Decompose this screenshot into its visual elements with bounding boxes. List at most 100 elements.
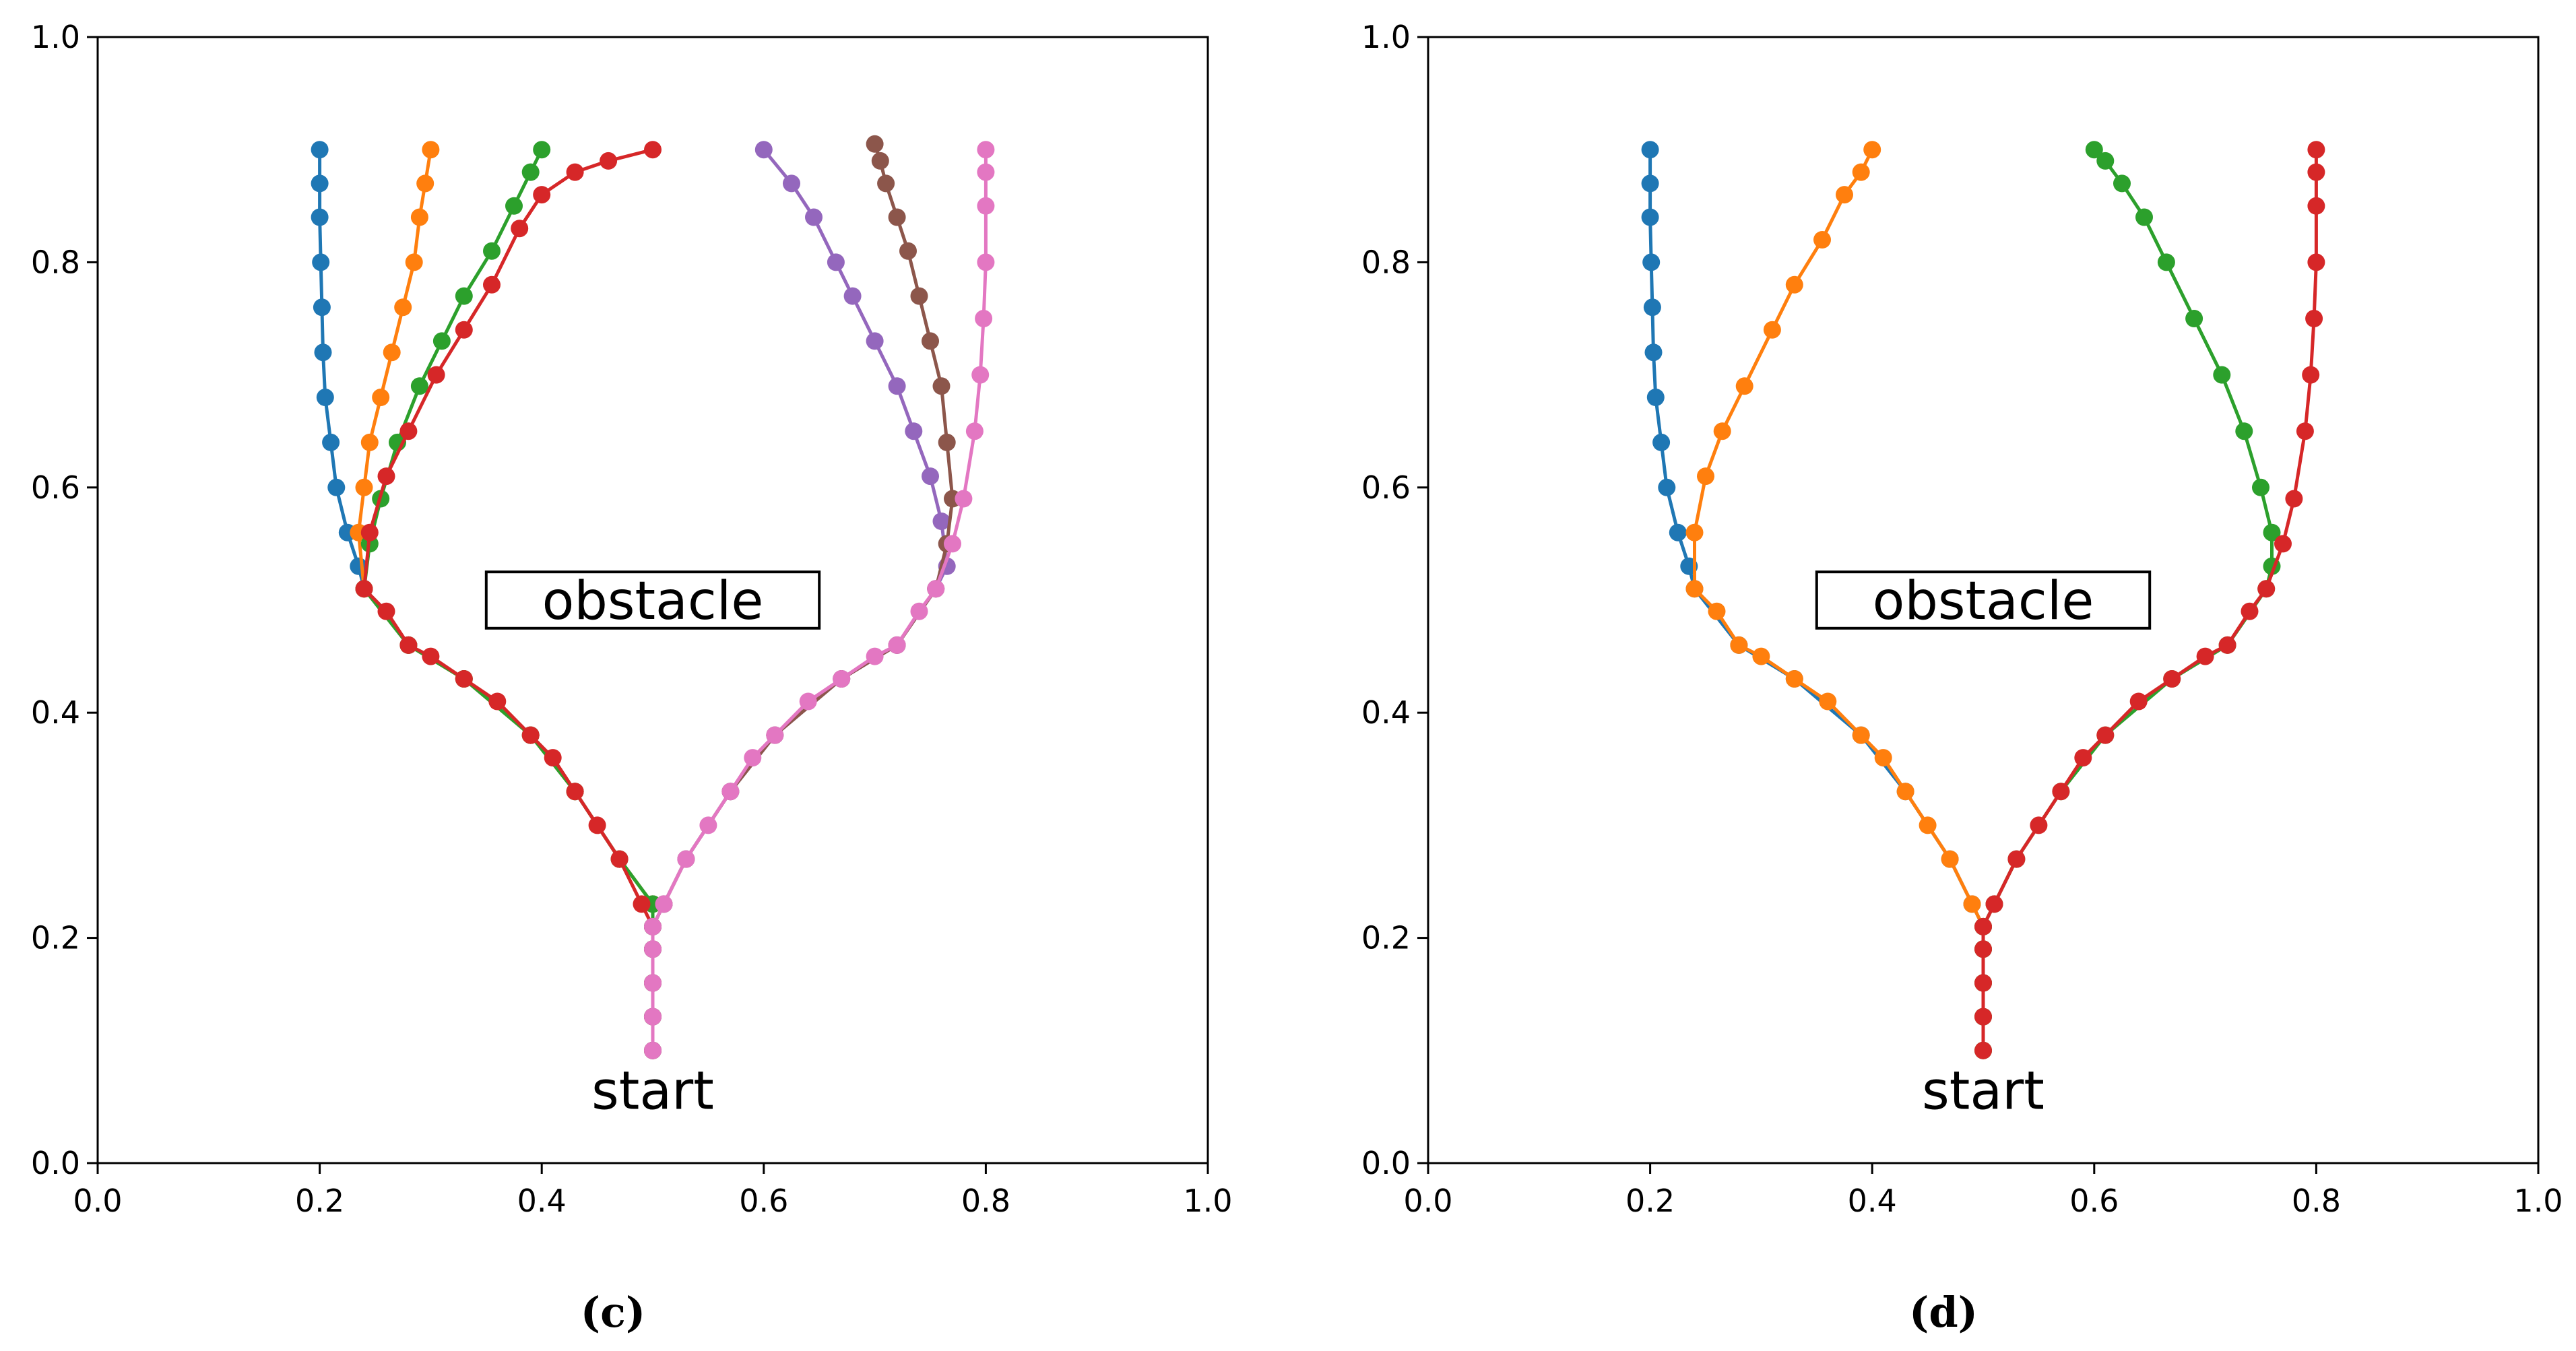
data-point bbox=[633, 895, 651, 913]
data-point bbox=[944, 535, 961, 553]
y-tick-label: 0.8 bbox=[1361, 244, 1411, 280]
data-point bbox=[955, 490, 973, 508]
data-point bbox=[312, 253, 330, 271]
data-point bbox=[2274, 535, 2292, 553]
x-tick-label: 0.0 bbox=[73, 1183, 122, 1219]
data-point bbox=[2296, 422, 2314, 440]
data-point bbox=[1919, 816, 1937, 834]
data-point bbox=[483, 275, 501, 294]
data-point bbox=[655, 895, 673, 913]
data-point bbox=[977, 253, 995, 271]
data-point bbox=[1708, 602, 1726, 620]
data-point bbox=[644, 1008, 662, 1026]
data-point bbox=[2257, 580, 2276, 598]
data-point bbox=[533, 186, 551, 204]
data-point bbox=[410, 208, 428, 226]
data-point bbox=[843, 287, 862, 305]
y-tick-label: 1.0 bbox=[31, 19, 80, 55]
data-point bbox=[932, 377, 951, 395]
series-red bbox=[1974, 141, 2325, 1059]
data-point bbox=[766, 726, 784, 744]
data-point bbox=[327, 478, 346, 496]
data-point bbox=[1735, 377, 1753, 395]
data-point bbox=[1785, 670, 1803, 688]
data-point bbox=[975, 310, 993, 327]
data-point bbox=[377, 467, 395, 486]
data-point bbox=[383, 343, 401, 362]
data-point bbox=[372, 389, 390, 406]
data-point bbox=[1974, 1041, 1992, 1059]
data-point bbox=[416, 174, 434, 193]
data-point bbox=[432, 332, 451, 350]
x-tick-label: 0.0 bbox=[1403, 1183, 1452, 1219]
data-point bbox=[355, 580, 373, 598]
data-point bbox=[910, 287, 928, 305]
data-point bbox=[799, 692, 817, 711]
data-point bbox=[871, 152, 889, 170]
y-tick-label: 0.0 bbox=[31, 1145, 80, 1181]
data-point bbox=[1836, 186, 1853, 204]
data-point bbox=[2302, 366, 2320, 384]
data-point bbox=[2263, 523, 2281, 541]
data-point bbox=[455, 287, 473, 305]
data-point bbox=[1863, 141, 1881, 159]
data-point bbox=[1652, 433, 1671, 451]
x-tick-label: 0.2 bbox=[1625, 1183, 1675, 1219]
data-point bbox=[2030, 816, 2048, 834]
data-point bbox=[505, 197, 523, 215]
x-tick-label: 0.2 bbox=[295, 1183, 344, 1219]
y-tick-label: 0.4 bbox=[1361, 694, 1411, 731]
data-point bbox=[888, 377, 906, 395]
x-tick-label: 0.6 bbox=[739, 1183, 788, 1219]
data-point bbox=[977, 197, 995, 215]
y-tick-label: 0.4 bbox=[31, 694, 80, 731]
data-point bbox=[2052, 783, 2070, 801]
x-tick-label: 0.8 bbox=[2292, 1183, 2341, 1219]
data-point bbox=[422, 647, 440, 665]
data-point bbox=[2163, 670, 2181, 688]
data-point bbox=[511, 220, 529, 238]
obstacle-box bbox=[1815, 570, 2152, 630]
data-point bbox=[322, 433, 340, 451]
data-point bbox=[938, 433, 956, 451]
panel-c: 0.0 0.2 0.4 0.6 0.8 1.0 0.0 0.2 0.4 0.6 0.8 1.0 star… bbox=[31, 19, 1233, 1337]
data-point bbox=[394, 298, 412, 317]
data-point bbox=[1974, 1008, 1992, 1026]
data-point bbox=[313, 298, 331, 317]
data-point bbox=[1641, 141, 1659, 159]
data-point bbox=[1752, 647, 1770, 665]
data-point bbox=[360, 433, 379, 451]
data-point bbox=[2235, 422, 2253, 440]
panel-label: (d) bbox=[1909, 1288, 1978, 1337]
data-point bbox=[644, 940, 662, 958]
start-annotation: start bbox=[591, 1061, 714, 1121]
data-point bbox=[483, 242, 501, 260]
x-tick-label: 1.0 bbox=[2513, 1183, 2563, 1219]
data-point bbox=[588, 816, 606, 834]
y-tick-label: 1.0 bbox=[1361, 19, 1411, 55]
data-point bbox=[2074, 749, 2092, 767]
data-point bbox=[744, 749, 762, 767]
data-point bbox=[355, 478, 373, 496]
data-point bbox=[899, 242, 917, 260]
data-point bbox=[971, 366, 990, 384]
data-point bbox=[677, 850, 695, 868]
data-point bbox=[1713, 422, 1731, 440]
data-point bbox=[2285, 490, 2303, 508]
data-point bbox=[314, 343, 332, 362]
data-point bbox=[1963, 895, 1981, 913]
data-point bbox=[922, 467, 939, 486]
data-point bbox=[2096, 726, 2115, 744]
data-point bbox=[544, 749, 562, 767]
data-point bbox=[866, 332, 884, 350]
data-point bbox=[2307, 141, 2325, 159]
data-point bbox=[1985, 895, 2003, 913]
data-point bbox=[1941, 850, 1959, 868]
data-point bbox=[805, 208, 823, 226]
data-point bbox=[360, 523, 379, 541]
obstacle-annotation: obstacle bbox=[542, 571, 764, 632]
y-tick-label: 0.6 bbox=[1361, 469, 1411, 506]
data-point bbox=[455, 670, 473, 688]
x-tick-label: 1.0 bbox=[1183, 1183, 1232, 1219]
